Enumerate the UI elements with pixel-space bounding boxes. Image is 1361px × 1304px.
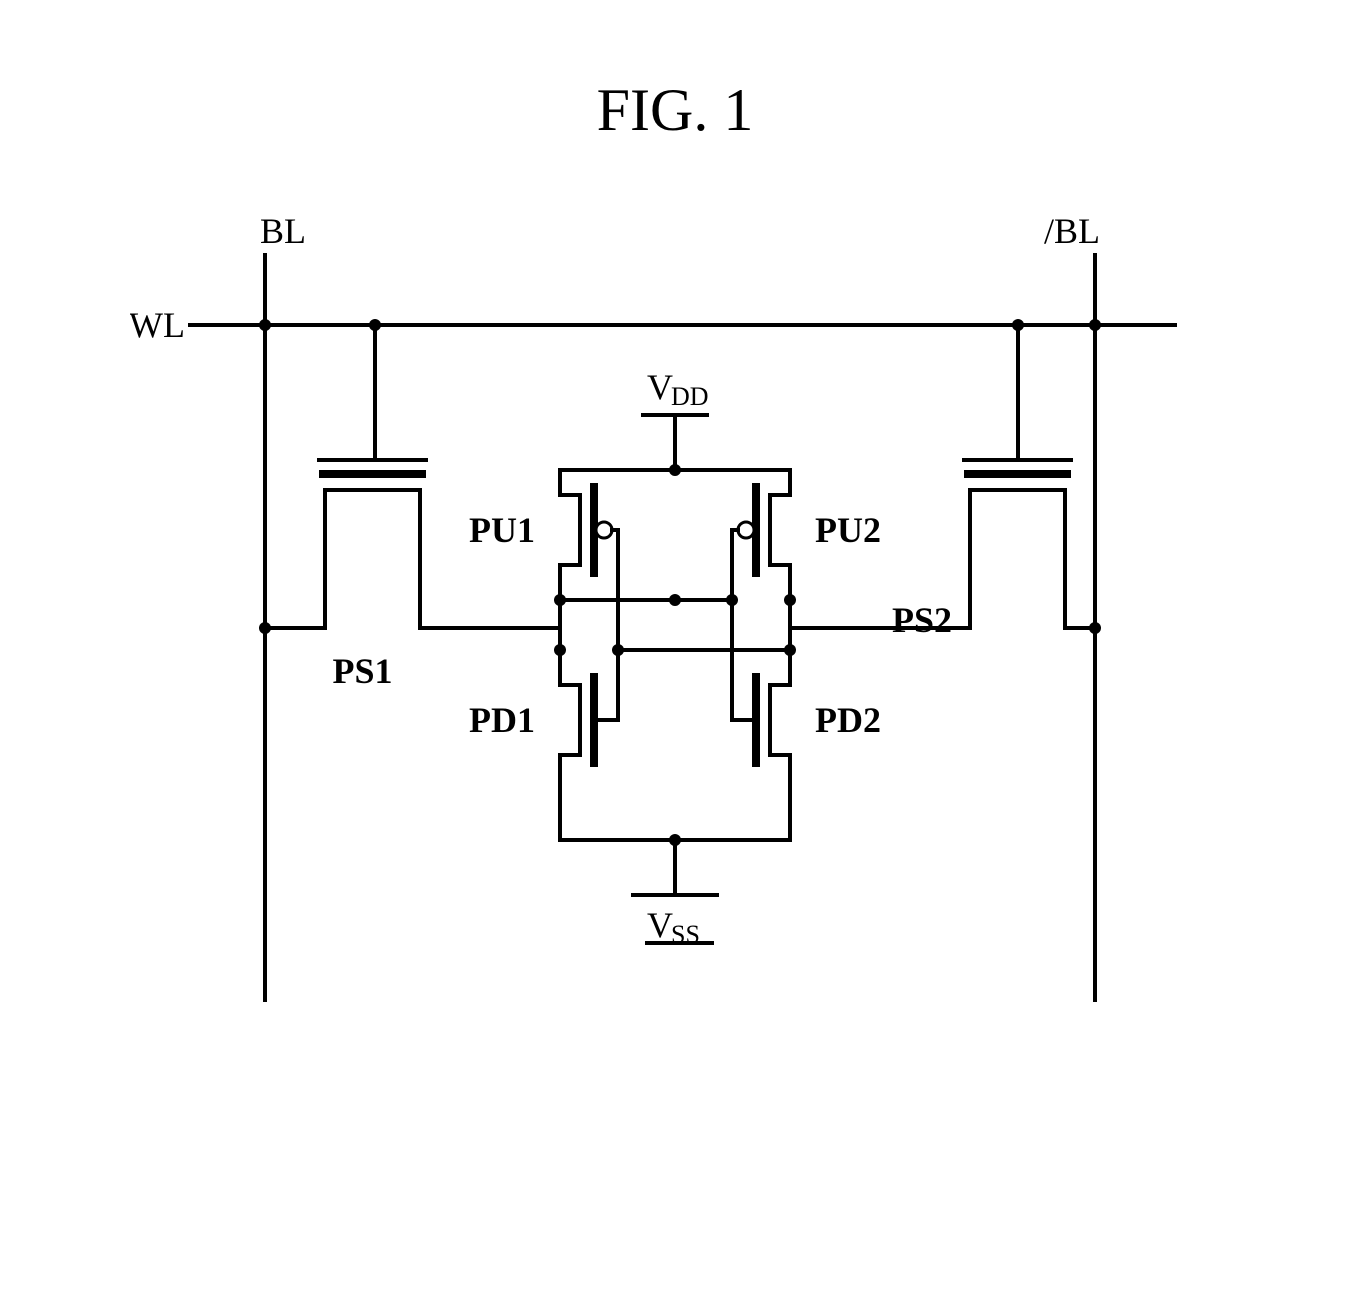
- dot-mid-upper: [669, 594, 681, 606]
- figure-container: FIG. 1BL/BLWLVDDVSSPU1PU2PD1PD2PS1PS2: [0, 0, 1361, 1304]
- figure-caption: FIG. 1: [597, 77, 754, 143]
- blb-label: /BL: [1044, 211, 1100, 251]
- dot-vdd-join: [669, 464, 681, 476]
- pd2-label: PD2: [815, 700, 881, 740]
- bl-label: BL: [260, 211, 306, 251]
- ps2-label: PS2: [892, 600, 952, 640]
- dot-wl-ps2: [1012, 319, 1024, 331]
- dot-wl-ps1: [369, 319, 381, 331]
- vss-ss: SS: [671, 920, 700, 949]
- dot-cross-r: [726, 594, 738, 606]
- dot-blb-ps2: [1089, 622, 1101, 634]
- sram-schematic: FIG. 1BL/BLWLVDDVSSPU1PU2PD1PD2PS1PS2: [130, 70, 1230, 1070]
- dot-blb-wl: [1089, 319, 1101, 331]
- dot-vss-join: [669, 834, 681, 846]
- dot-bl-ps1: [259, 622, 271, 634]
- pu2-label: PU2: [815, 510, 881, 550]
- vdd-v: V: [647, 367, 673, 407]
- wl-label: WL: [130, 305, 185, 345]
- dot-bl-wl: [259, 319, 271, 331]
- dot-cross-l: [612, 644, 624, 656]
- ps1-label: PS1: [332, 651, 392, 691]
- vdd-dd: DD: [671, 382, 709, 411]
- vss-v: V: [647, 905, 673, 945]
- pu1-label: PU1: [469, 510, 535, 550]
- pd1-label: PD1: [469, 700, 535, 740]
